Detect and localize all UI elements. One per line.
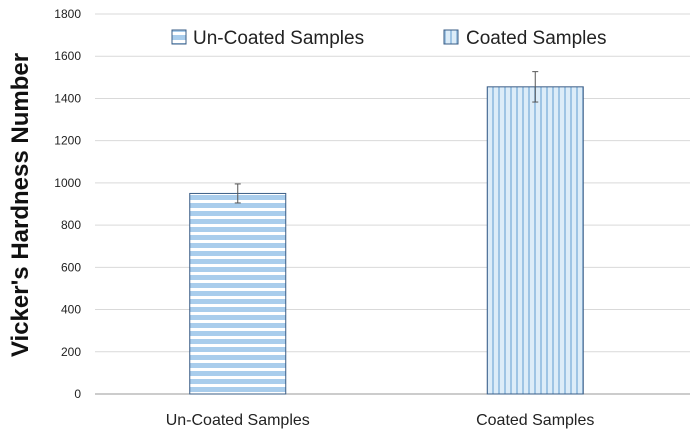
y-tick-label: 1800 — [54, 7, 81, 21]
legend-label-coated: Coated Samples — [466, 28, 606, 49]
gridlines — [95, 13, 690, 353]
y-tick-label: 1200 — [54, 134, 81, 148]
x-tick-label: Un-Coated Samples — [166, 412, 310, 429]
bar-coated — [486, 86, 584, 395]
legend-swatch-uncoated — [171, 29, 187, 45]
legend-swatch-coated — [443, 29, 459, 45]
legend-label-uncoated: Un-Coated Samples — [193, 28, 364, 49]
y-tick-label: 1600 — [54, 49, 81, 63]
tick-labels: 0 200 400 600 800 1000 1200 1400 1600 1800 Un-Coat… — [54, 7, 594, 429]
y-tick-label: 1400 — [54, 91, 81, 105]
y-tick-label: 600 — [61, 260, 81, 274]
y-tick-label: 0 — [74, 387, 81, 401]
legend: Un-Coated Samples Coated Samples — [171, 28, 606, 49]
bar-uncoated — [189, 192, 287, 395]
bars — [189, 71, 584, 395]
y-axis-label: Vicker's Hardness Number — [7, 53, 34, 357]
y-tick-label: 400 — [61, 303, 81, 317]
x-tick-label: Coated Samples — [476, 412, 594, 429]
y-tick-label: 1000 — [54, 176, 81, 190]
y-tick-label: 800 — [61, 218, 81, 232]
y-tick-label: 200 — [61, 345, 81, 359]
